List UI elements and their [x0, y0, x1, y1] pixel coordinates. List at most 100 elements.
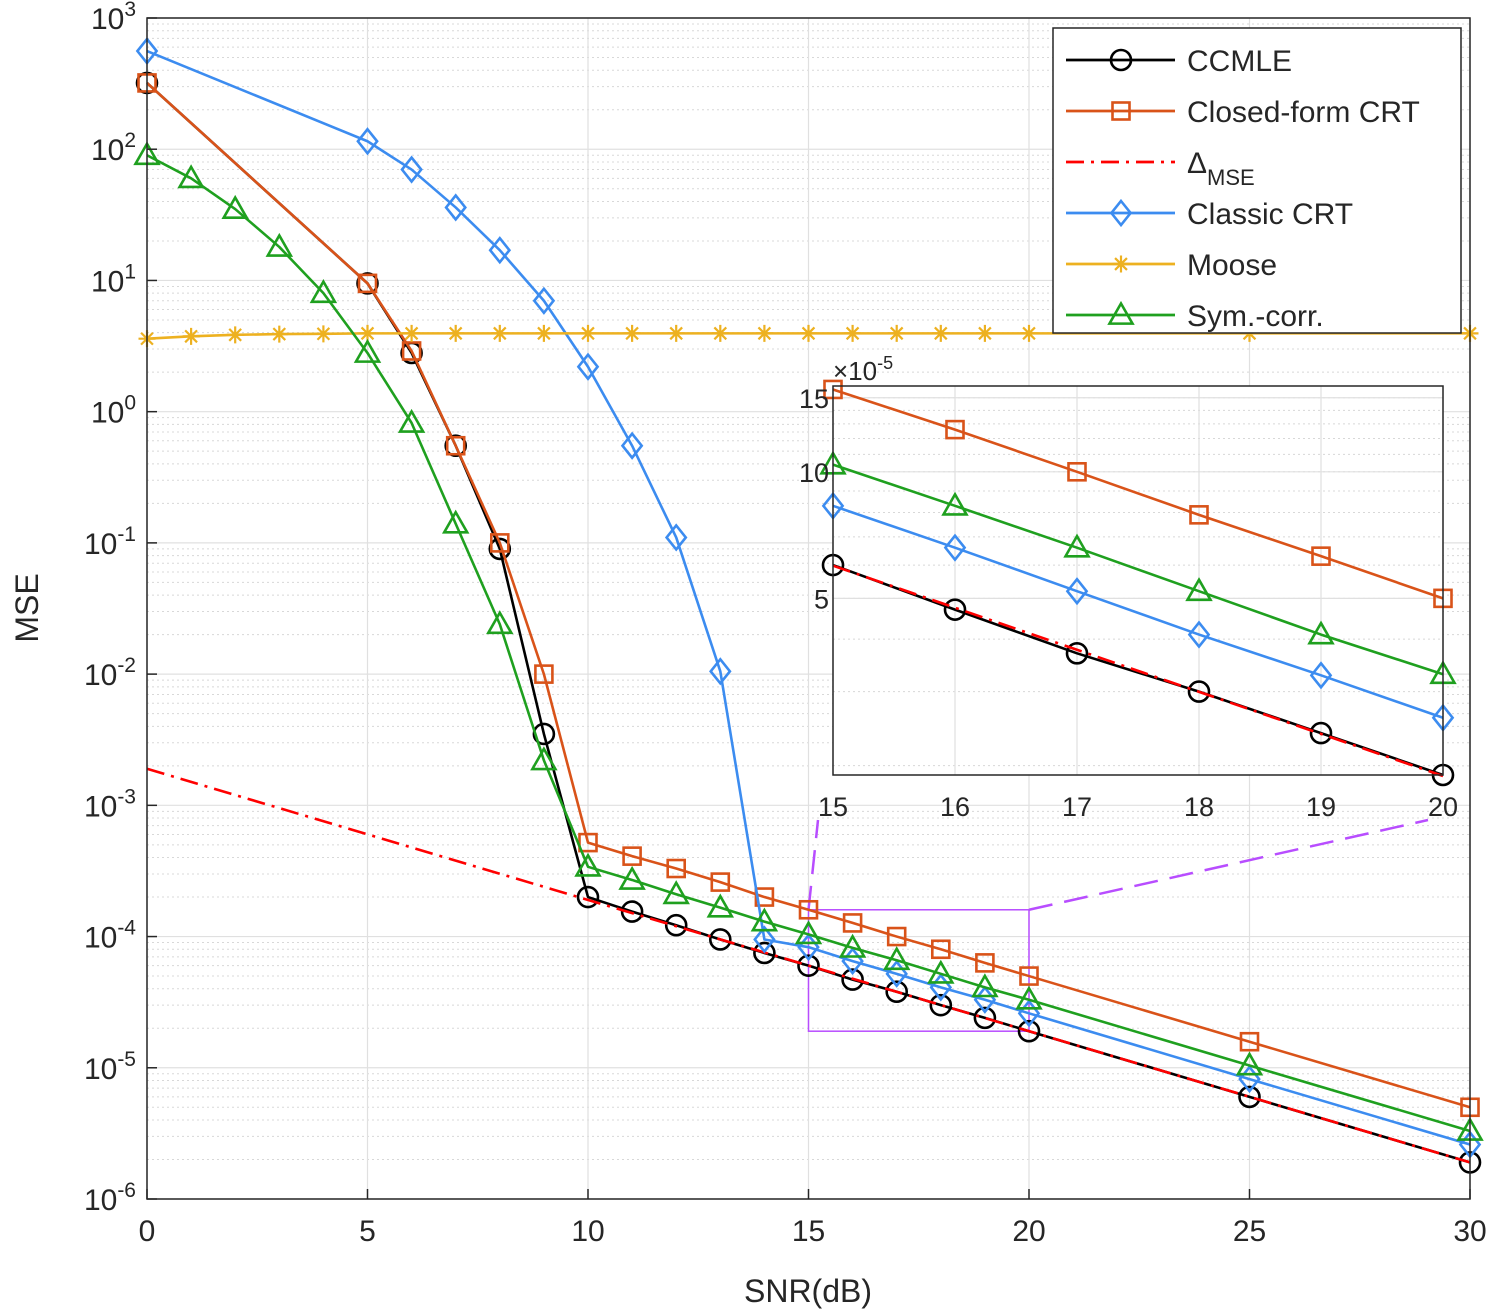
- main-closed-form-crt-marker-7: [622, 846, 642, 866]
- main-classic-crt-marker-6: [576, 352, 600, 381]
- inset-closed-form-crt-marker-2: [1067, 462, 1087, 482]
- main-ccmle-marker-11: [797, 954, 820, 977]
- main-series-closed-form-crt: [137, 73, 1480, 1118]
- x-axis-label: SNR(dB): [744, 1273, 872, 1309]
- main-y-tick-label: 10-2: [84, 654, 136, 692]
- main-sym-corr--marker-18: [927, 959, 955, 984]
- main-line-sym-corr-: [146, 154, 1471, 1133]
- main-series-sym-corr-: [133, 141, 1484, 1141]
- zoom-indicator: [807, 818, 1429, 1032]
- main-sym-corr--marker-20: [1015, 985, 1043, 1010]
- inset-y-tick-label: 15: [799, 384, 829, 414]
- inset-line-classic-crt: [832, 504, 1444, 719]
- main-closed-form-crt-marker-14: [930, 939, 951, 960]
- main-classic-crt-marker-4: [488, 236, 512, 265]
- main-moose-marker-14: [755, 324, 773, 342]
- main-closed-form-crt-marker-17: [1239, 1031, 1260, 1052]
- main-moose-marker-15: [800, 324, 817, 342]
- main-closed-form-crt-marker-13: [886, 926, 907, 947]
- main-y-tick-label: 10-5: [84, 1048, 136, 1086]
- main-x-tick-label: 20: [1012, 1215, 1045, 1248]
- main-x-tick-label: 10: [571, 1215, 604, 1248]
- legend-item: Closed-form CRT: [1066, 96, 1420, 129]
- main-ccmle-marker-14: [929, 993, 953, 1017]
- main-sym-corr--marker-4: [309, 279, 338, 304]
- inset-y-tick-labels: 5 10 15: [799, 384, 829, 615]
- main-y-tick-exponent: 0: [124, 392, 136, 415]
- legend-label: Classic CRT: [1187, 198, 1353, 231]
- main-y-tick-exponent: 1: [124, 260, 136, 283]
- main-ccmle-marker-10: [753, 941, 776, 965]
- main-ccmle-marker-6: [576, 885, 600, 909]
- main-sym-corr--marker-21: [1235, 1051, 1264, 1076]
- main-ccmle-marker-17: [1238, 1085, 1261, 1109]
- main-moose-marker-20: [1020, 324, 1038, 342]
- main-classic-crt-marker-9: [709, 657, 732, 686]
- inset-plot-area: [833, 386, 1443, 775]
- main-sym-corr--marker-3: [265, 232, 294, 257]
- inset-sym-corr--marker-1: [941, 491, 969, 516]
- y-axis-label: MSE: [9, 573, 45, 642]
- main-x-tick-labels: 0 5 10 15 20 25 30: [139, 1189, 1487, 1248]
- main-moose-marker-7: [447, 324, 465, 342]
- main-closed-form-crt-marker-5: [534, 664, 554, 684]
- main-moose-marker-19: [976, 324, 994, 342]
- inset-line-closed-form-crt: [832, 388, 1444, 600]
- main-y-tick-base: 10: [84, 790, 117, 823]
- inset-y-tick-label: 5: [814, 584, 829, 614]
- main-sym-corr--marker-11: [618, 865, 646, 890]
- main-x-tick-label: 15: [792, 1215, 825, 1248]
- main-classic-crt-marker-1: [356, 127, 379, 156]
- inset-x-tick-label: 16: [940, 792, 970, 822]
- inset-series-group: [819, 379, 1457, 787]
- main-y-tick-label: 101: [91, 260, 136, 298]
- main-sym-corr--marker-10: [574, 852, 602, 877]
- zoom-connector-right: [1028, 818, 1429, 911]
- main-closed-form-crt-marker-1: [357, 273, 378, 294]
- inset-x-tick-label: 20: [1428, 792, 1458, 822]
- main-y-tick-label: 102: [91, 129, 136, 167]
- main-classic-crt-marker-5: [532, 286, 556, 315]
- inset-line-delta-mse: [832, 564, 1444, 778]
- legend-item: Moose: [1066, 249, 1277, 282]
- legend-item: Classic CRT: [1066, 198, 1353, 231]
- main-moose-marker-10: [579, 324, 597, 342]
- main-moose-marker-17: [888, 324, 906, 342]
- main-moose-marker-1: [182, 327, 200, 345]
- main-sym-corr--marker-12: [662, 880, 690, 905]
- main-y-tick-exponent: -4: [117, 917, 136, 940]
- inset-x-tick-label: 18: [1184, 792, 1214, 822]
- main-ccmle-marker-1: [356, 272, 379, 295]
- main-moose-marker-11: [623, 324, 641, 342]
- inset-axes-box: [832, 385, 1444, 776]
- inset-closed-form-crt-marker-3: [1189, 505, 1209, 525]
- inset-x-tick-labels: 15 16 17 18 19 20: [818, 792, 1458, 822]
- main-ccmle-marker-5: [532, 722, 556, 746]
- inset-y-multiplier-exponent: -5: [877, 353, 893, 373]
- main-ccmle-marker-3: [444, 434, 468, 458]
- legend-ccmle-marker-0: [1109, 48, 1133, 72]
- main-closed-form-crt-marker-8: [666, 858, 687, 879]
- main-moose-marker-5: [359, 324, 376, 342]
- legend-sym-corr--marker-0: [1107, 300, 1135, 325]
- main-classic-crt-marker-8: [664, 523, 688, 552]
- legend-label-subscript: MSE: [1207, 165, 1255, 190]
- inset-y-multiplier: ×10-5: [833, 353, 893, 386]
- inset-ccmle-marker-2: [1065, 642, 1089, 665]
- main-ccmle-marker-15: [973, 1006, 997, 1030]
- inset-closed-form-crt-marker-4: [1311, 546, 1331, 566]
- main-sym-corr--marker-7: [441, 509, 470, 534]
- zoom-region-box: [807, 909, 1030, 1032]
- main-x-tick-label: 0: [139, 1215, 156, 1248]
- main-moose-marker-3: [270, 325, 288, 343]
- main-sym-corr--marker-17: [882, 946, 911, 971]
- inset-ccmle-marker-1: [943, 598, 967, 621]
- zoom-connector-left: [807, 819, 820, 910]
- legend-item: Sym.-corr.: [1066, 300, 1324, 333]
- legend-label: Closed-form CRT: [1187, 96, 1420, 129]
- main-closed-form-crt-marker-11: [798, 899, 819, 920]
